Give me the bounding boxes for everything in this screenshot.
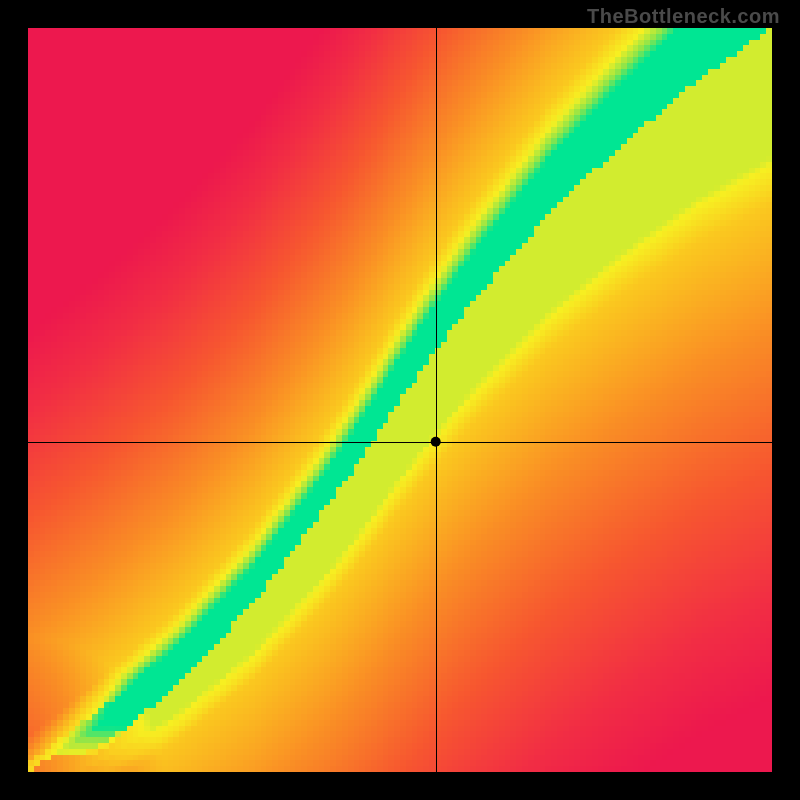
crosshair-overlay <box>0 0 800 800</box>
watermark-text: TheBottleneck.com <box>587 6 780 29</box>
